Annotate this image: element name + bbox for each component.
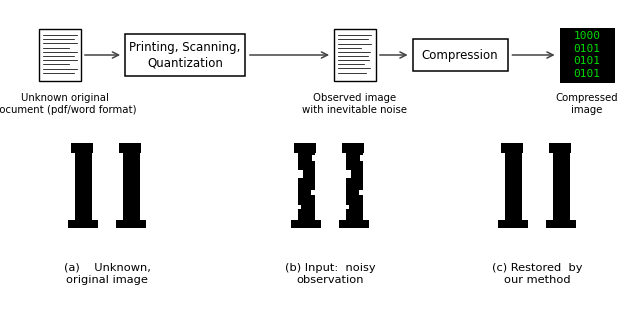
Bar [296, 170, 303, 178]
Bar [116, 219, 146, 228]
Bar [501, 143, 523, 153]
Text: Observed image
with inevitable noise: Observed image with inevitable noise [303, 93, 408, 115]
Bar [358, 190, 365, 195]
Bar [68, 219, 98, 228]
Bar [296, 205, 301, 209]
Bar [559, 28, 614, 82]
Bar [74, 143, 92, 228]
Bar [344, 205, 349, 209]
Bar [310, 190, 317, 195]
Bar [339, 219, 369, 228]
Bar [498, 219, 528, 228]
Bar [360, 155, 364, 161]
Bar [71, 143, 93, 153]
Bar [298, 143, 314, 228]
Bar [294, 143, 316, 153]
Bar [346, 143, 362, 228]
Bar [552, 143, 570, 228]
Bar [549, 143, 571, 153]
Bar [334, 29, 376, 81]
Bar [342, 143, 364, 153]
Bar [312, 155, 316, 161]
Bar [413, 39, 508, 71]
Bar [119, 143, 141, 153]
Bar [344, 170, 351, 178]
Bar [546, 219, 576, 228]
Bar [39, 29, 81, 81]
Text: (a)    Unknown,
original image: (a) Unknown, original image [63, 263, 150, 285]
Text: Compressed
image: Compressed image [556, 93, 618, 115]
Bar [122, 143, 140, 228]
Text: Compression: Compression [422, 48, 499, 61]
Text: 1000
0101
0101
0101: 1000 0101 0101 0101 [573, 31, 600, 79]
Text: Unknown original
document (pdf/word format): Unknown original document (pdf/word form… [0, 93, 137, 115]
Text: (b) Input:  noisy
observation: (b) Input: noisy observation [285, 263, 375, 285]
Bar [125, 34, 245, 76]
Text: Printing, Scanning,
Quantization: Printing, Scanning, Quantization [129, 41, 241, 69]
Bar [291, 219, 321, 228]
Text: (c) Restored  by
our method: (c) Restored by our method [492, 263, 582, 285]
Bar [504, 143, 522, 228]
